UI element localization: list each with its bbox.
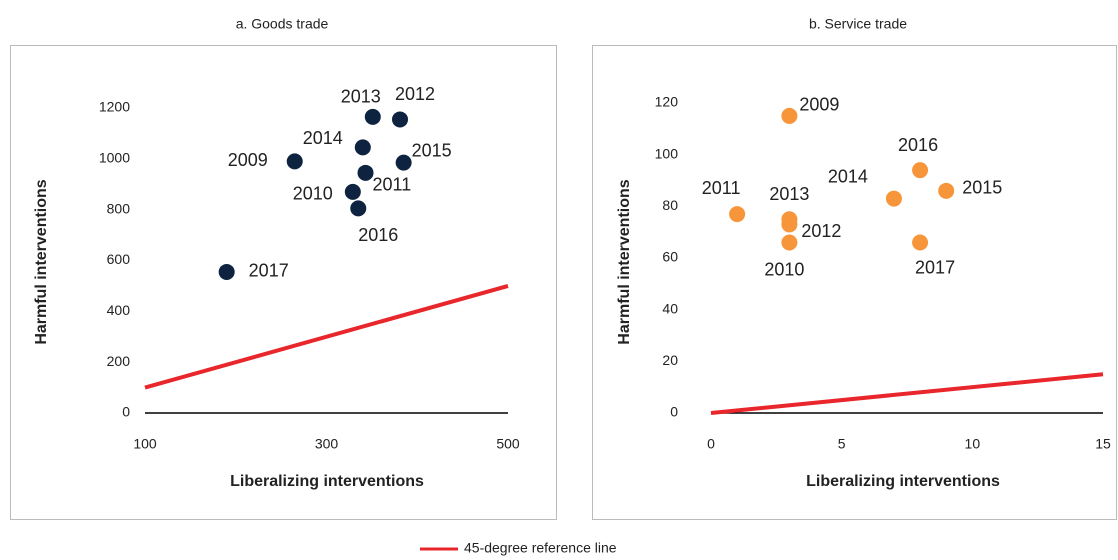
point-label: 2010 (764, 259, 804, 279)
point (938, 182, 955, 199)
point (357, 164, 374, 181)
point (286, 153, 303, 170)
point (729, 206, 746, 223)
point (912, 162, 929, 179)
point (364, 108, 381, 125)
point (344, 183, 361, 200)
x-tick-label: 500 (496, 436, 520, 452)
point-label: 2009 (799, 95, 839, 115)
point-label: 2012 (801, 221, 841, 241)
y-tick-label: 100 (655, 145, 679, 161)
point-label: 2015 (412, 140, 452, 160)
panel-frame (592, 45, 1117, 520)
x-tick-label: 5 (838, 436, 846, 452)
point (392, 111, 409, 128)
point-label: 2017 (915, 257, 955, 277)
y-tick-label: 0 (670, 404, 678, 420)
y-tick-label: 60 (662, 249, 678, 265)
point (218, 263, 235, 280)
point-label: 2009 (228, 150, 268, 170)
point-label: 2014 (303, 128, 343, 148)
point-label: 2016 (898, 135, 938, 155)
y-tick-label: 1000 (99, 150, 130, 166)
y-tick-label: 80 (662, 197, 678, 213)
point-label: 2016 (358, 225, 398, 245)
y-tick-label: 200 (107, 353, 131, 369)
point (781, 107, 798, 124)
point (395, 154, 412, 171)
point-label: 2011 (373, 175, 412, 195)
reference-line (710, 372, 1104, 415)
point-label: 2014 (828, 166, 868, 186)
y-tick-label: 1200 (99, 99, 130, 115)
y-tick-label: 400 (107, 302, 131, 318)
point-label: 2013 (769, 184, 809, 204)
y-tick-label: 800 (107, 200, 131, 216)
y-axis-title: Harmful interventions (616, 179, 633, 344)
point (354, 139, 371, 156)
x-tick-label: 0 (707, 436, 715, 452)
x-axis-title: Liberalizing interventions (230, 473, 424, 490)
point (781, 216, 798, 233)
point (912, 234, 929, 251)
y-tick-label: 600 (107, 251, 131, 267)
x-tick-label: 300 (315, 436, 339, 452)
panel-frame (10, 45, 557, 520)
point-label: 2015 (962, 178, 1002, 198)
x-axis-title: Liberalizing interventions (806, 473, 1000, 490)
point (350, 200, 367, 217)
y-tick-label: 40 (662, 300, 678, 316)
point-label: 2013 (341, 87, 381, 107)
x-tick-label: 100 (133, 436, 157, 452)
reference-line (144, 283, 509, 390)
point (781, 234, 798, 251)
point-label: 2017 (249, 261, 289, 281)
y-tick-label: 120 (655, 94, 679, 110)
y-tick-label: 0 (122, 404, 130, 420)
legend-label: 45-degree reference line (464, 540, 617, 556)
y-axis-title: Harmful interventions (33, 179, 50, 344)
point (885, 190, 902, 207)
panel-title: b. Service trade (809, 16, 907, 32)
x-tick-label: 15 (1095, 436, 1111, 452)
point-label: 2010 (293, 184, 333, 204)
panel-title: a. Goods trade (236, 16, 329, 32)
x-tick-label: 10 (965, 436, 981, 452)
y-tick-label: 20 (662, 352, 678, 368)
point-label: 2012 (395, 84, 435, 104)
point-label: 2011 (702, 178, 741, 198)
